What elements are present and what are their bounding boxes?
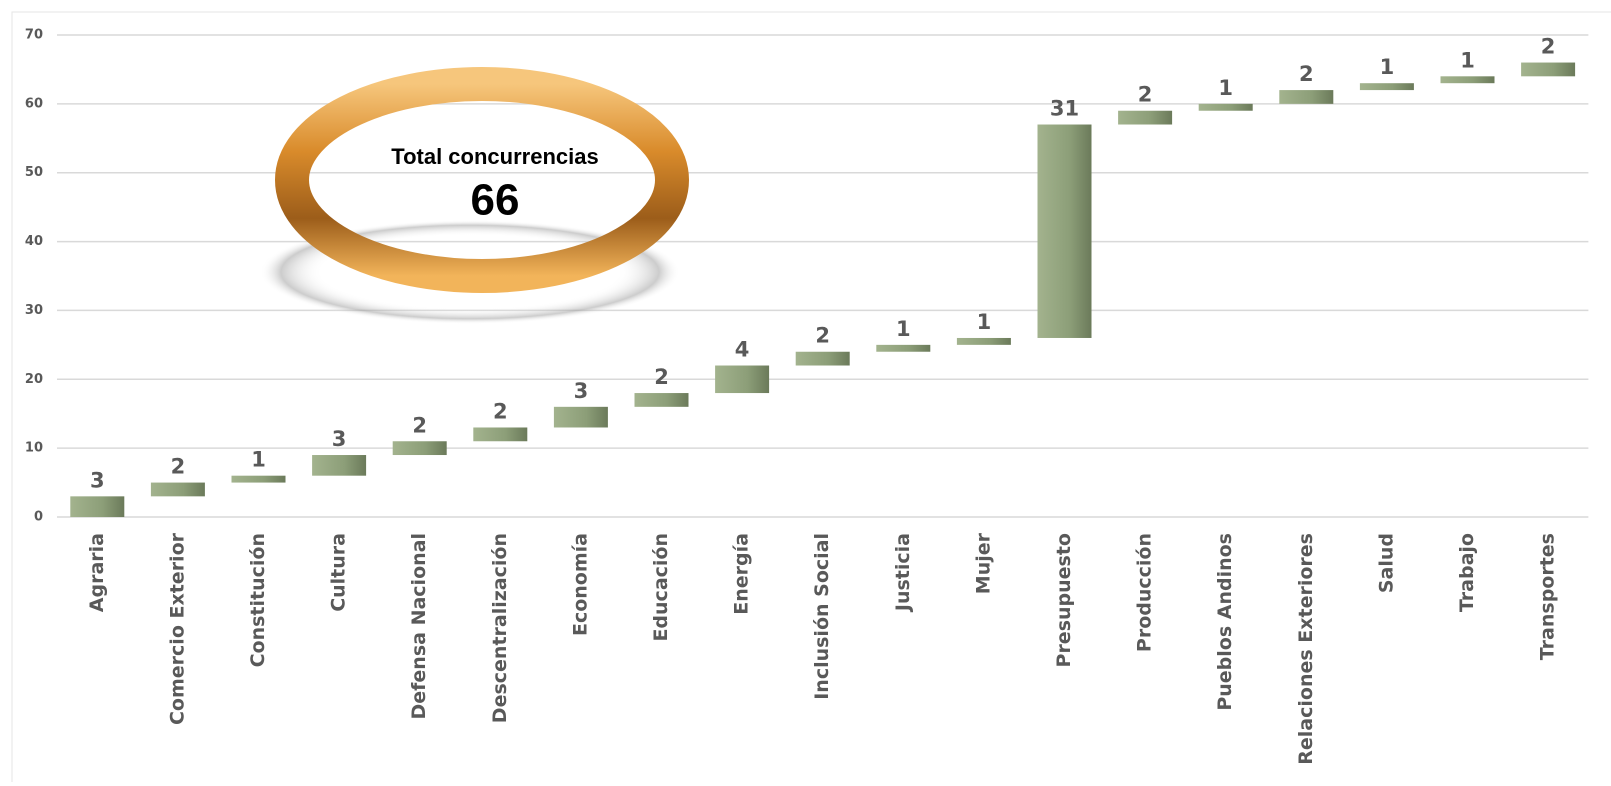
bar — [795, 351, 850, 366]
chart-frame — [11, 11, 1611, 786]
bar — [553, 406, 608, 428]
x-tick-label: Comercio Exterior — [166, 532, 188, 725]
value-label: 1 — [251, 448, 266, 472]
x-tick-label: Producción — [1134, 533, 1156, 652]
x-tick-label: Salud — [1375, 533, 1397, 593]
bar — [1118, 110, 1173, 125]
ring — [275, 67, 689, 293]
bar — [876, 344, 931, 352]
y-tick-label: 0 — [34, 510, 43, 525]
y-tick-label: 70 — [25, 28, 43, 43]
value-label: 2 — [493, 399, 508, 423]
y-tick-label: 50 — [25, 165, 43, 180]
x-tick-label: Inclusión Social — [811, 533, 833, 700]
bar — [392, 441, 447, 456]
bar — [1279, 90, 1334, 104]
value-label: 1 — [977, 310, 992, 334]
value-label: 3 — [332, 427, 347, 451]
value-label: 2 — [1299, 62, 1314, 86]
bar — [312, 455, 367, 476]
x-tick-label: Agraria — [86, 533, 108, 612]
x-tick-label: Trabajo — [1456, 533, 1478, 612]
bar — [473, 427, 528, 442]
value-label: 4 — [735, 338, 750, 362]
x-tick-label: Cultura — [328, 533, 350, 612]
value-label: 1 — [1218, 76, 1233, 100]
value-label: 2 — [1138, 83, 1153, 107]
bar — [70, 496, 125, 517]
y-tick-label: 60 — [25, 96, 43, 111]
bar — [1521, 62, 1576, 77]
y-tick-label: 30 — [25, 303, 43, 318]
annotation-title: Total concurrencias — [391, 144, 598, 169]
value-label: 2 — [654, 365, 669, 389]
value-label: 2 — [815, 324, 830, 348]
value-label: 1 — [1460, 48, 1475, 72]
value-label: 1 — [896, 317, 911, 341]
x-tick-label: Economía — [569, 533, 591, 636]
annotation-value: 66 — [471, 176, 520, 225]
value-label: 2 — [171, 455, 186, 479]
x-tick-label: Justicia — [892, 533, 914, 613]
x-tick-label: Descentralización — [489, 533, 511, 723]
x-tick-label: Defensa Nacional — [408, 533, 430, 720]
bar — [715, 365, 770, 394]
value-label: 3 — [574, 379, 589, 403]
plot: 0 10 20 30 40 50 60 70 Agraria 3 Comercio Exterior… — [25, 28, 1589, 765]
x-tick-label: Relaciones Exteriores — [1295, 533, 1317, 765]
y-tick-label: 10 — [25, 441, 43, 456]
x-tick-label: Educación — [650, 533, 672, 642]
annotation: Total concurrencias 66 — [260, 67, 689, 324]
y-tick-label: 40 — [25, 234, 43, 249]
bar — [150, 482, 205, 497]
value-label: 31 — [1050, 97, 1079, 121]
bar — [1198, 103, 1253, 111]
x-tick-label: Transportes — [1537, 533, 1559, 660]
value-label: 2 — [1541, 35, 1556, 59]
bar — [1440, 76, 1495, 84]
bar — [634, 393, 689, 407]
value-label: 1 — [1380, 55, 1395, 79]
x-tick-label: Pueblos Andinos — [1214, 533, 1236, 711]
x-tick-label: Mujer — [972, 532, 994, 594]
value-label: 2 — [412, 413, 427, 437]
value-label: 3 — [90, 468, 105, 492]
bar — [956, 337, 1011, 345]
x-tick-label: Constitución — [247, 533, 269, 667]
bar — [1359, 83, 1414, 91]
bar — [231, 475, 286, 483]
x-tick-label: Energía — [731, 533, 753, 615]
x-tick-label: Presupuesto — [1053, 533, 1075, 667]
y-tick-label: 20 — [25, 372, 43, 387]
bar — [1037, 124, 1092, 338]
